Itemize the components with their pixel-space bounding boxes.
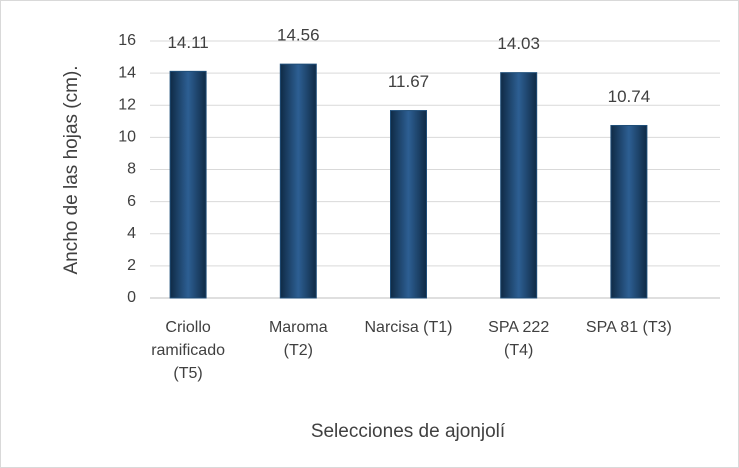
- bar: [279, 63, 317, 299]
- x-tick-label: SPA 222 (T4): [488, 319, 550, 359]
- y-axis-title: Ancho de las hojas (cm).: [61, 65, 82, 274]
- y-tick-label: 2: [127, 257, 136, 274]
- y-tick-label: 14: [118, 64, 136, 81]
- y-tick-label: 0: [127, 289, 136, 306]
- y-tick-label: 16: [118, 32, 136, 49]
- bar: [390, 110, 427, 299]
- data-label: 11.67: [388, 72, 429, 91]
- y-tick-label: 4: [127, 225, 136, 242]
- y-tick-label: 12: [118, 96, 136, 113]
- bar: [500, 72, 538, 299]
- x-tick-label: SPA 81 (T3): [585, 319, 672, 336]
- x-axis-title: Selecciones de ajonjolí: [311, 421, 506, 442]
- bar: [610, 124, 648, 299]
- x-tick-label: Criollo ramificado (T5): [151, 319, 225, 382]
- data-label: 14.11: [167, 33, 208, 52]
- bar: [169, 70, 207, 299]
- data-label: 14.56: [277, 26, 320, 45]
- data-label: 14.03: [497, 34, 540, 53]
- x-tick-label: Maroma (T2): [268, 319, 328, 359]
- data-label: 10.74: [608, 87, 651, 106]
- y-tick-label: 10: [118, 129, 136, 146]
- y-tick-label: 8: [127, 161, 136, 178]
- x-tick-label: Narcisa (T1): [364, 319, 453, 336]
- y-tick-label: 6: [127, 193, 136, 210]
